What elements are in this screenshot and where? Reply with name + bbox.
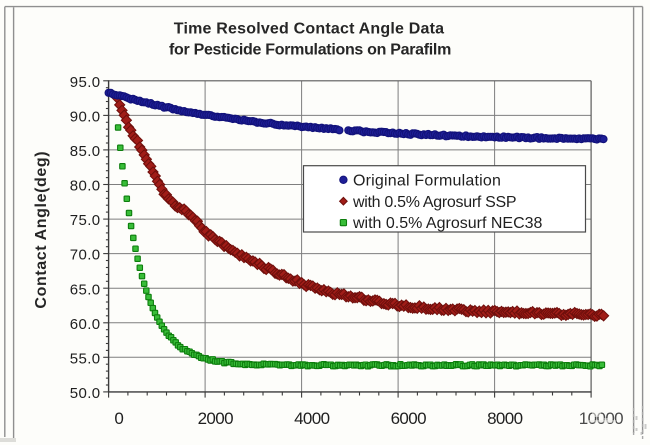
svg-text:10000: 10000 <box>579 409 623 428</box>
svg-text:95.0: 95.0 <box>70 74 101 91</box>
svg-text:with 0.5% Agrosurf SSP: with 0.5% Agrosurf SSP <box>352 194 516 211</box>
svg-text:90.0: 90.0 <box>70 109 101 126</box>
svg-text:75.0: 75.0 <box>70 212 101 229</box>
svg-text:Original Formulation: Original Formulation <box>353 172 501 189</box>
svg-text:80.0: 80.0 <box>70 178 101 195</box>
svg-text:Contact Angle(deg): Contact Angle(deg) <box>33 151 50 309</box>
svg-text:4000: 4000 <box>294 409 330 428</box>
svg-text:50.0: 50.0 <box>70 385 101 402</box>
svg-text:0: 0 <box>114 409 123 428</box>
svg-text:70.0: 70.0 <box>70 247 101 264</box>
svg-text:6000: 6000 <box>391 409 427 428</box>
svg-text:for Pesticide Formulations on: for Pesticide Formulations on Parafilm <box>169 41 451 58</box>
svg-text:55.0: 55.0 <box>70 350 101 367</box>
svg-text:with 0.5% Agrosurf NEC38: with 0.5% Agrosurf NEC38 <box>352 215 543 232</box>
svg-text:60.0: 60.0 <box>70 316 101 333</box>
svg-text:8000: 8000 <box>487 409 523 428</box>
svg-text:2000: 2000 <box>198 409 234 428</box>
svg-text:65.0: 65.0 <box>70 281 101 298</box>
svg-text:85.0: 85.0 <box>70 143 101 160</box>
svg-text:Time Resolved Contact Angle Da: Time Resolved Contact Angle Data <box>174 20 444 37</box>
